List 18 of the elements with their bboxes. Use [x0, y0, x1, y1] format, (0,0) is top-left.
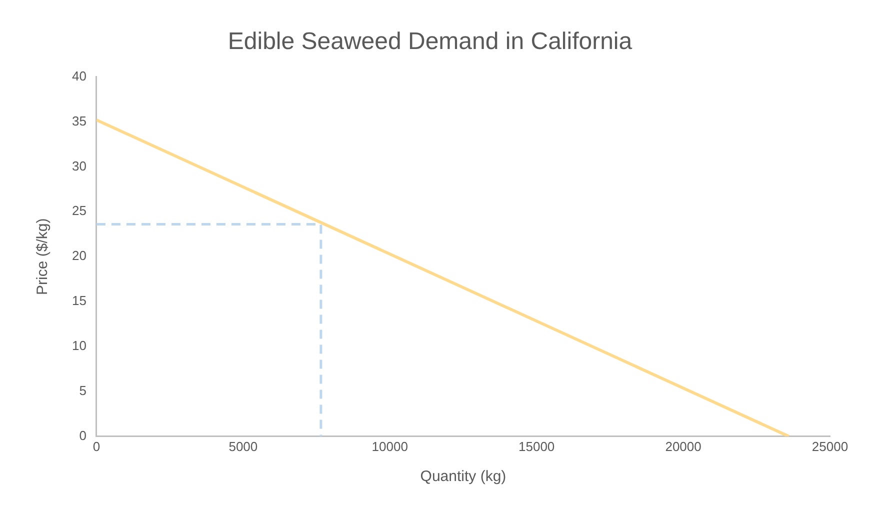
- y-tick-label: 5: [79, 383, 86, 398]
- y-tick-label: 30: [72, 158, 86, 174]
- x-tick-label: 20000: [665, 438, 702, 454]
- x-tick-label: 0: [92, 438, 100, 454]
- x-tick-label: 10000: [372, 438, 408, 454]
- y-tick-label: 10: [72, 338, 86, 354]
- y-tick-label: 25: [72, 203, 86, 218]
- x-tick-label: 25000: [812, 438, 848, 454]
- y-tick-label: 0: [79, 428, 86, 443]
- x-axis-title: Quantity (kg): [420, 468, 506, 486]
- x-tick-label: 5000: [228, 438, 258, 454]
- chart-title: Edible Seaweed Demand in California: [228, 28, 633, 56]
- y-axis-title: Price ($/kg): [34, 218, 52, 295]
- y-tick-label: 35: [72, 113, 86, 128]
- y-tick-label: 40: [72, 68, 86, 84]
- x-tick-label: 15000: [518, 438, 555, 454]
- y-tick-label: 15: [72, 293, 86, 308]
- y-tick-label: 20: [72, 248, 86, 264]
